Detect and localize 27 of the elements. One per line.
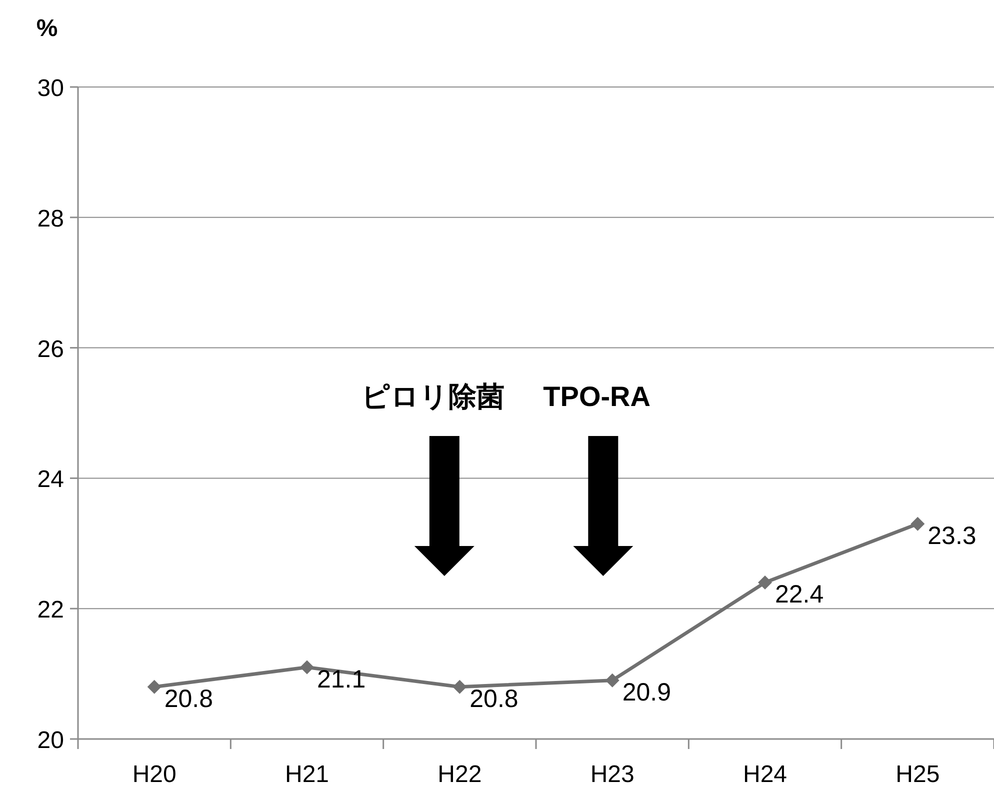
point	[300, 660, 314, 674]
data-label: 20.8	[164, 684, 214, 713]
y-tick-label: 22	[37, 596, 64, 624]
x-tick-label: H24	[742, 761, 788, 788]
x-tick-label: H22	[438, 761, 482, 788]
point	[910, 516, 925, 531]
y-tick-label: 28	[37, 205, 64, 232]
data-label: 20.9	[622, 678, 672, 706]
x-tick-label: H20	[132, 761, 176, 788]
y-tick-label: 26	[37, 336, 64, 363]
point	[452, 680, 467, 694]
point	[758, 576, 772, 590]
y-tick-label: 24	[37, 466, 64, 494]
data-label: 20.8	[470, 684, 518, 713]
data-label: 23.3	[928, 522, 976, 550]
point	[605, 673, 620, 688]
point	[147, 680, 162, 694]
y-tick-label: 20	[37, 727, 64, 754]
annotation: ピロリ除菌	[361, 381, 504, 412]
x-tick-label: H23	[590, 761, 634, 788]
data-label: 21.1	[317, 665, 366, 694]
annotation: TPO-RA	[543, 381, 650, 412]
x-tick-label: H25	[896, 761, 940, 788]
x-tick-label: H21	[284, 761, 330, 788]
y-axis-title: %	[36, 15, 58, 42]
y-tick-label: 30	[37, 75, 64, 102]
data-label: 22.4	[775, 580, 824, 609]
